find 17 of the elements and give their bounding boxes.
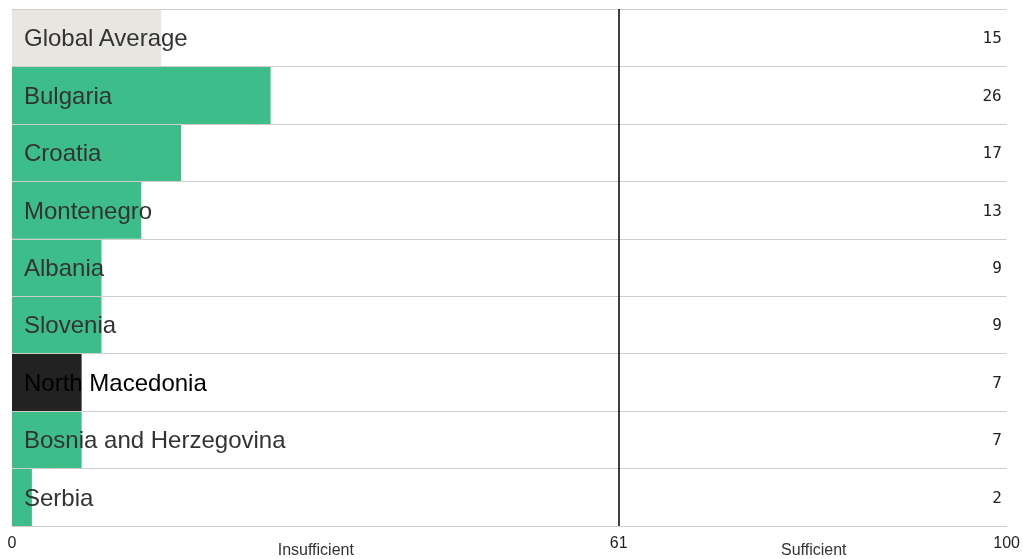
y-tick-label: Croatia	[24, 139, 103, 167]
data-label: 26	[982, 85, 1002, 105]
data-label: 17	[982, 143, 1002, 163]
data-label: 9	[992, 258, 1002, 277]
x-tick-label: 61	[609, 533, 628, 551]
data-label: 2	[992, 487, 1002, 507]
data-label: 9	[992, 315, 1002, 335]
x-tick-label: 100	[993, 533, 1021, 551]
y-tick-label: Bulgaria	[24, 81, 113, 109]
y-tick-label: Global Average	[24, 24, 188, 52]
data-label: 13	[982, 200, 1002, 220]
text: Insufficient	[277, 540, 355, 558]
text: Sufficient	[781, 540, 848, 558]
data-label: 15	[982, 28, 1002, 48]
data-label: 7	[992, 430, 1002, 450]
data-label: 7	[992, 372, 1002, 392]
x-tick-label: 0	[7, 533, 17, 551]
